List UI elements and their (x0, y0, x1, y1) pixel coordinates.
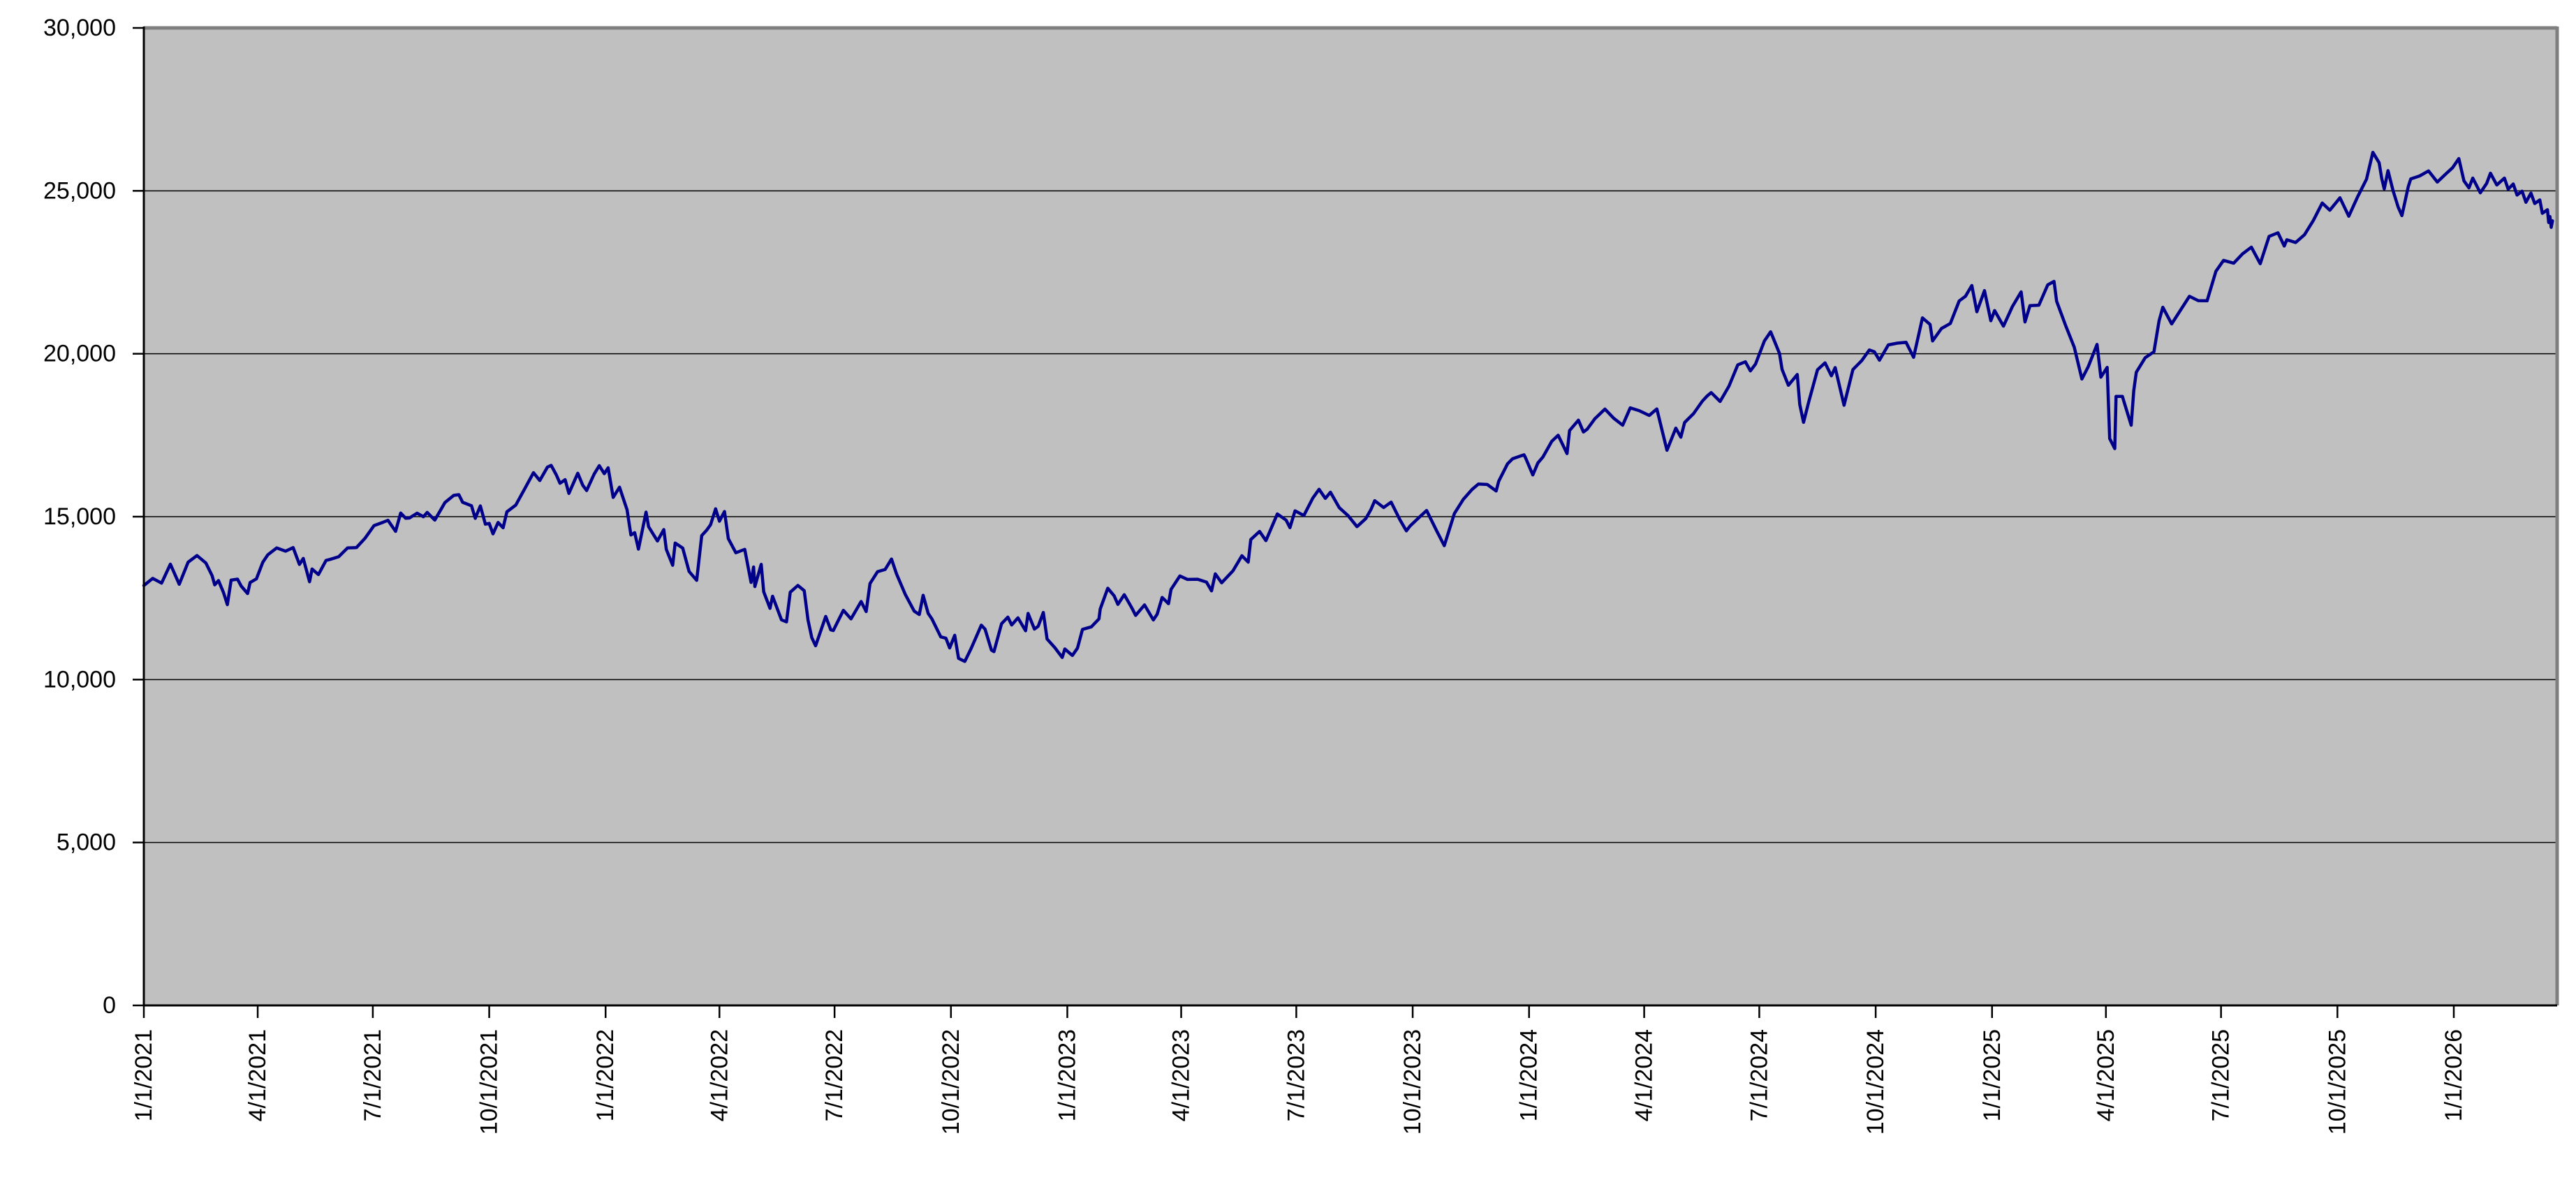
x-axis-label: 4/1/2024 (1631, 1029, 1658, 1121)
x-axis-label: 1/1/2026 (2441, 1029, 2467, 1121)
x-axis-label: 1/1/2024 (1516, 1029, 1543, 1121)
y-axis-labels: 0 5,000 10,000 15,000 20,000 25,000 30,000 (43, 15, 116, 1019)
x-axis-label: 4/1/2021 (244, 1029, 271, 1121)
y-axis-label: 0 (103, 992, 116, 1019)
plot-border (144, 26, 2559, 1005)
x-axis-label: 7/1/2024 (1746, 1029, 1772, 1121)
x-axis-label: 10/1/2021 (476, 1029, 503, 1135)
axis-ticks (133, 27, 2455, 1018)
x-axis-labels: 1/1/2021 4/1/2021 7/1/2021 10/1/2021 1/1/202… (131, 1029, 2467, 1135)
x-axis-label: 7/1/2023 (1283, 1029, 1309, 1121)
x-axis-label: 7/1/2025 (2208, 1029, 2235, 1121)
y-axis-label: 5,000 (57, 829, 116, 856)
x-axis-label: 7/1/2021 (360, 1029, 386, 1121)
x-axis-label: 1/1/2022 (592, 1029, 619, 1121)
x-axis-label: 7/1/2022 (821, 1029, 848, 1121)
y-axis-label: 10,000 (43, 666, 116, 693)
x-axis-label: 10/1/2022 (938, 1029, 964, 1135)
y-axis-label: 30,000 (43, 15, 116, 41)
x-axis-label: 1/1/2021 (131, 1029, 157, 1121)
x-axis-label: 1/1/2025 (1979, 1029, 2005, 1121)
x-axis-label: 10/1/2023 (1399, 1029, 1426, 1135)
x-axis-label: 1/1/2023 (1054, 1029, 1081, 1121)
data-series (142, 150, 2554, 663)
x-axis-label: 4/1/2022 (706, 1029, 733, 1121)
x-axis-label: 4/1/2025 (2093, 1029, 2119, 1121)
x-axis-label: 4/1/2023 (1168, 1029, 1195, 1121)
price-line (142, 150, 2554, 663)
x-axis-label: 10/1/2025 (2324, 1029, 2350, 1135)
y-axis-label: 25,000 (43, 177, 116, 204)
x-axis-label: 10/1/2024 (1862, 1029, 1889, 1135)
y-axis-label: 20,000 (43, 341, 116, 367)
y-axis-label: 15,000 (43, 503, 116, 530)
